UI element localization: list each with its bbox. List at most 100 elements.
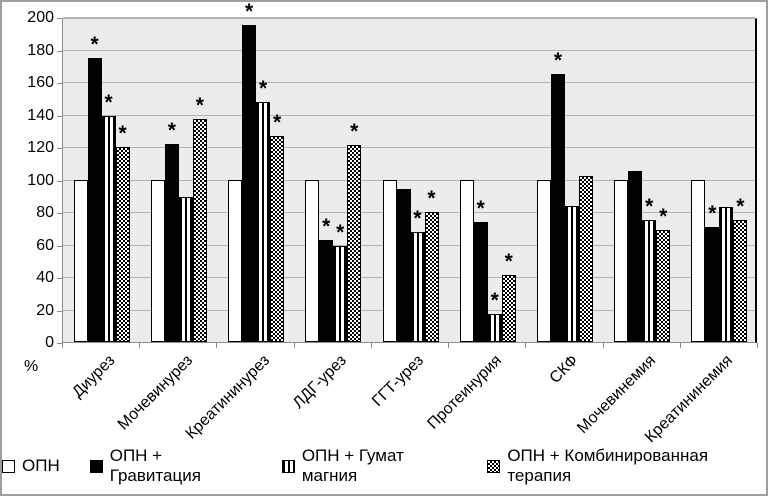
y-tick-mark-80 xyxy=(57,213,62,214)
x-tick-mark-6 xyxy=(525,343,527,348)
y-tick-label-100: 100 xyxy=(27,171,54,189)
significance-star: * xyxy=(736,195,745,219)
y-tick-mark-200 xyxy=(57,18,62,19)
x-tick-mark-3 xyxy=(293,343,295,348)
x-tick-mark-7 xyxy=(602,343,604,348)
x-tick-mark-9 xyxy=(757,343,758,348)
bar-7-2 xyxy=(550,73,565,342)
y-tick-label-140: 140 xyxy=(27,106,54,124)
bar-4-4 xyxy=(347,145,362,342)
bar-5-1 xyxy=(382,179,397,342)
bar-1-4 xyxy=(115,147,130,342)
category-label-6: Протеинурия xyxy=(424,352,505,433)
x-tick-mark-1 xyxy=(139,343,141,348)
category-label-3: Креатининурез xyxy=(182,352,274,443)
significance-star: * xyxy=(272,110,282,134)
significance-star: * xyxy=(104,91,113,115)
gridline-200 xyxy=(63,17,755,18)
significance-star: * xyxy=(427,187,436,210)
x-tick-mark-5 xyxy=(448,343,450,348)
legend-item-3: ОПН + Гумат магния xyxy=(281,446,458,486)
bar-7-1 xyxy=(536,179,551,342)
legend-label-3: ОПН + Гумат магния xyxy=(301,446,404,485)
significance-star: * xyxy=(195,94,204,118)
y-axis-unit-label: % xyxy=(24,358,39,375)
bar-1-2 xyxy=(87,57,102,342)
y-tick-mark-40 xyxy=(57,278,62,279)
legend-label-2: ОПН + Гравитация xyxy=(109,446,201,485)
bar-9-3 xyxy=(719,207,734,342)
bar-3-2 xyxy=(242,25,257,342)
bar-9-1 xyxy=(691,179,706,342)
bar-5-2 xyxy=(396,189,411,342)
y-tick-label-40: 40 xyxy=(36,269,54,286)
significance-star: * xyxy=(504,250,513,274)
significance-star: * xyxy=(258,76,268,100)
y-tick-mark-140 xyxy=(57,115,62,117)
category-label-8: Мочевинемия xyxy=(574,352,660,437)
legend-item-4: ОПН + Комбинированная терапия xyxy=(487,446,766,486)
bar-1-1 xyxy=(73,179,88,342)
significance-star: * xyxy=(167,118,176,142)
significance-star: * xyxy=(490,289,499,313)
x-tick-mark-8 xyxy=(679,343,681,348)
gridline-160 xyxy=(63,82,755,83)
bar-5-4 xyxy=(424,212,439,342)
significance-star: * xyxy=(659,204,668,228)
legend-item-2: ОПН + Гравитация xyxy=(89,446,252,486)
legend-label-4: ОПН + Комбинированная терапия xyxy=(507,446,709,485)
category-label-2: Мочевинурез xyxy=(114,352,196,434)
bar-2-2 xyxy=(164,143,179,342)
category-label-4: ЛДГ-урез xyxy=(290,352,351,413)
legend-marker-2 xyxy=(89,459,103,473)
significance-star: * xyxy=(336,221,345,245)
bar-6-1 xyxy=(459,179,474,342)
bar-1-3 xyxy=(101,116,116,342)
legend-marker-4 xyxy=(487,459,501,473)
y-tick-label-200: 200 xyxy=(27,9,54,26)
gridline-100 xyxy=(63,179,755,181)
y-tick-mark-120 xyxy=(57,148,62,149)
bar-4-2 xyxy=(319,239,334,342)
y-tick-label-120: 120 xyxy=(27,139,54,156)
significance-star: * xyxy=(708,201,717,225)
bar-9-4 xyxy=(733,220,748,342)
y-tick-label-60: 60 xyxy=(36,236,54,254)
bar-4-3 xyxy=(333,246,348,342)
category-label-5: ГГТ-урез xyxy=(369,352,428,411)
category-label-7: СКФ xyxy=(546,352,582,388)
bar-8-1 xyxy=(614,179,629,342)
y-tick-label-160: 160 xyxy=(27,74,54,91)
y-tick-label-0: 0 xyxy=(45,334,54,351)
bar-7-4 xyxy=(578,176,593,342)
bar-2-3 xyxy=(178,197,193,342)
bar-8-3 xyxy=(642,220,657,342)
gridline-140 xyxy=(63,114,755,116)
significance-star: * xyxy=(553,48,563,72)
bar-9-2 xyxy=(705,226,720,342)
bar-6-2 xyxy=(473,221,488,342)
x-tick-mark-0 xyxy=(62,343,63,348)
category-label-1: Диурез xyxy=(69,352,119,402)
bar-8-2 xyxy=(628,171,643,342)
y-tick-mark-0 xyxy=(57,343,62,344)
legend-label-1: ОПН xyxy=(22,456,60,475)
y-tick-label-20: 20 xyxy=(36,301,54,319)
y-tick-mark-20 xyxy=(57,310,62,312)
bar-3-1 xyxy=(228,179,243,342)
plot-area: * * * * * * * * * * * * * * * * * * * * * xyxy=(62,2,757,343)
legend-marker-3 xyxy=(281,459,295,473)
y-tick-mark-100 xyxy=(57,180,62,182)
y-tick-label-80: 80 xyxy=(36,204,54,221)
bar-8-4 xyxy=(656,229,671,342)
legend: ОПН ОПН + Гравитация ОПН + Гумат магния ОПН… xyxy=(2,446,766,486)
gridline-180 xyxy=(63,49,755,51)
bar-2-1 xyxy=(150,179,165,342)
legend-marker-1 xyxy=(2,459,15,473)
bar-4-1 xyxy=(305,179,320,342)
legend-item-1: ОПН xyxy=(2,456,60,476)
bar-7-3 xyxy=(564,205,579,342)
significance-star: * xyxy=(244,0,254,24)
significance-star: * xyxy=(90,32,99,56)
